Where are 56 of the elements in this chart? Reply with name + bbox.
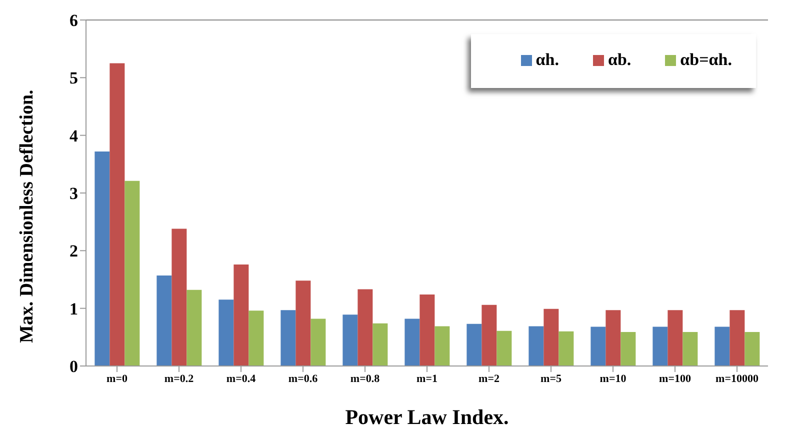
- bar: [124, 180, 140, 366]
- bar: [404, 318, 420, 366]
- bar: [730, 310, 745, 366]
- bar: [172, 228, 187, 366]
- bar: [434, 326, 450, 366]
- x-tick-label: m=0.4: [226, 372, 256, 385]
- bar: [420, 294, 435, 366]
- x-axis-title: Power Law Index.: [345, 405, 509, 429]
- x-tick-label: m=100: [659, 372, 692, 385]
- x-tick-label: m=10: [600, 372, 627, 385]
- bar: [342, 314, 358, 366]
- bar: [668, 310, 683, 366]
- legend-label: αb.: [606, 50, 632, 70]
- bar: [528, 326, 544, 366]
- y-tick-label: 5: [70, 68, 78, 88]
- bar: [714, 326, 730, 366]
- bar: [234, 264, 249, 366]
- bar: [744, 332, 760, 366]
- bar: [590, 326, 606, 366]
- bar: [482, 304, 497, 366]
- x-tick-label: m=0: [106, 372, 128, 385]
- bar: [296, 280, 311, 366]
- bar: [652, 326, 668, 366]
- bar: [544, 308, 559, 366]
- legend-label: αb=αh.: [679, 50, 732, 70]
- x-tick-label: m=0.6: [288, 372, 318, 385]
- y-tick-label: 1: [70, 299, 78, 318]
- bar: [620, 332, 636, 366]
- bar: [682, 332, 698, 366]
- bar: [156, 275, 172, 366]
- x-tick-label: m=5: [540, 372, 562, 385]
- bar: [94, 151, 110, 366]
- bar: [186, 290, 202, 366]
- bar: [218, 300, 234, 366]
- x-tick-label: m=10000: [716, 372, 759, 385]
- x-tick-label: m=1: [416, 372, 438, 385]
- y-tick-label: 0: [70, 357, 78, 376]
- bar: [310, 318, 326, 366]
- bar: [466, 324, 482, 366]
- y-tick-label: 4: [70, 126, 78, 146]
- y-tick-label: 3: [70, 184, 78, 204]
- y-tick-label: 2: [70, 242, 78, 261]
- bar: [496, 330, 512, 366]
- x-tick-label: m=2: [478, 372, 500, 385]
- bar: [606, 310, 621, 366]
- x-tick-label: m=0.2: [164, 372, 194, 385]
- x-tick-label: m=0.8: [350, 372, 380, 385]
- y-tick-label: 6: [70, 11, 78, 30]
- legend-label: αh.: [534, 50, 559, 70]
- y-axis-title: Max. Dimensionless Deflection.: [16, 90, 38, 343]
- bar: [358, 289, 373, 366]
- bar: [372, 323, 388, 366]
- bar: [110, 63, 125, 366]
- bar: [558, 331, 574, 366]
- bar: [248, 310, 264, 366]
- bar: [280, 310, 296, 366]
